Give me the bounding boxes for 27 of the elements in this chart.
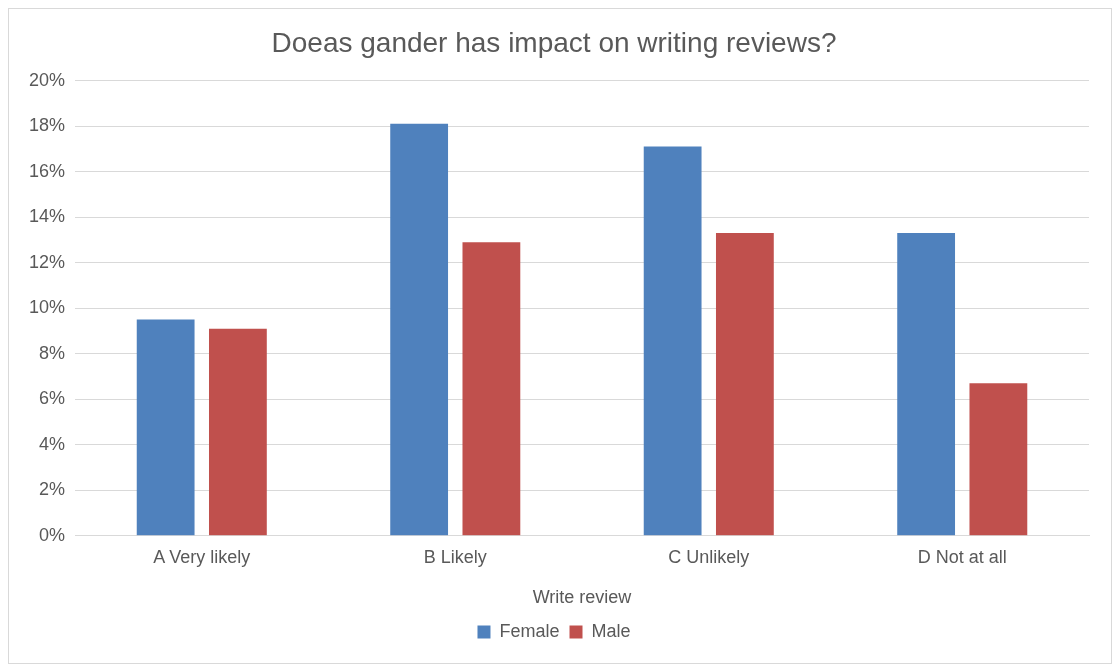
bar	[897, 233, 956, 536]
x-axis-title: Write review	[532, 587, 633, 608]
x-tick-label: C Unlikely	[668, 546, 750, 567]
y-tick-label: 18%	[29, 115, 66, 136]
chart-title: Doeas gander has impact on writing reviews?	[271, 26, 837, 58]
bar	[136, 319, 195, 536]
y-tick-label: 0%	[39, 524, 66, 545]
x-tick-label: D Not at all	[917, 546, 1007, 567]
y-tick-label: 10%	[29, 297, 66, 318]
legend-label: Male	[591, 620, 631, 641]
bar	[390, 123, 449, 536]
bar	[715, 233, 774, 536]
y-tick-label: 4%	[39, 433, 66, 454]
bar	[643, 146, 702, 536]
bar	[462, 242, 521, 536]
y-tick-label: 12%	[29, 251, 66, 272]
bar	[209, 328, 267, 536]
y-tick-label: 20%	[29, 69, 66, 90]
y-tick-label: 6%	[39, 388, 66, 409]
y-tick-label: 16%	[29, 160, 66, 181]
bar	[969, 383, 1028, 536]
x-tick-label: A Very likely	[153, 546, 251, 567]
y-tick-label: 8%	[39, 342, 66, 363]
y-tick-label: 2%	[39, 479, 66, 500]
y-tick-label: 14%	[29, 206, 66, 227]
x-tick-label: B Likely	[423, 546, 487, 567]
legend-label: Female	[499, 620, 560, 641]
